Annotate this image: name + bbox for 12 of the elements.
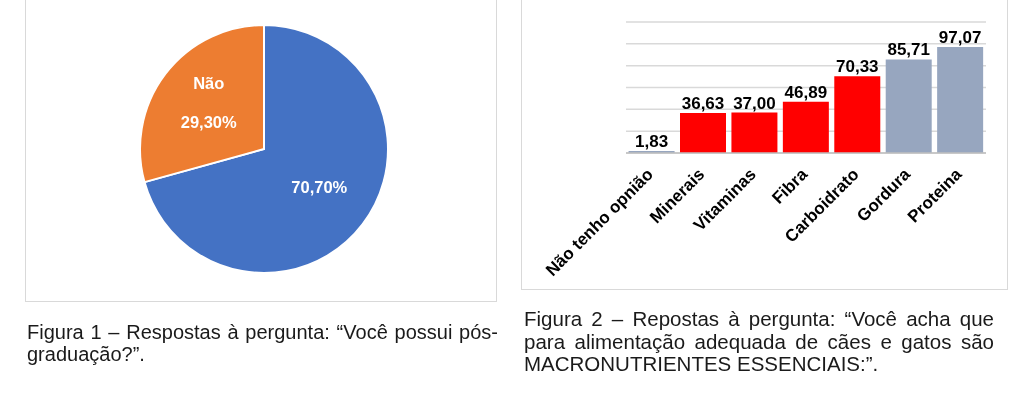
- data-label: 97,07: [938, 28, 982, 48]
- data-label: 85,71: [887, 40, 930, 60]
- data-label: 46,89: [784, 82, 828, 102]
- data-label: 36,63: [681, 94, 725, 114]
- slice-label: Não: [193, 74, 225, 93]
- text: Figura 2 – Repostas à pergunta: “Você acha que para alimentação adequada de cães e gatos são MACRONUTRIENTES ESSENCIAIS:”.: [524, 307, 994, 376]
- data-label: 1,83: [635, 132, 669, 151]
- data-label: 70,70%: [291, 178, 348, 197]
- data-label: 37,00: [733, 93, 776, 113]
- data-label: 29,30%: [180, 113, 238, 132]
- text: Figura 1 – Respostas à pergunta: “Você possui pós-graduação?”.: [27, 321, 498, 365]
- data-label: 70,33: [836, 57, 879, 77]
